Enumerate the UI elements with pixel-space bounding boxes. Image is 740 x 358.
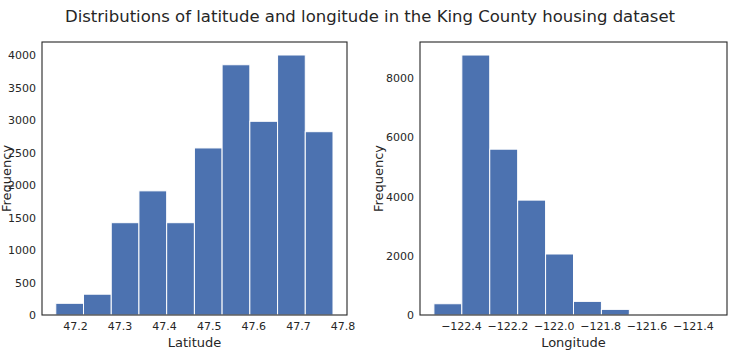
y-tick-label: 3500 [8,82,36,95]
y-tick-label: 8000 [386,72,414,85]
axes: 47.2 47.3 47.4 47.5 47.6 47.7 47.8 0 500 1000 1500… [0,42,355,350]
bars [56,55,333,315]
y-tick-label: 6000 [386,131,414,144]
axes: −122.4 −122.2 −122.0 −121.8 −121.6 −121.4 0 200… [371,42,727,350]
histogram-bar [462,55,490,315]
histogram-bar [490,149,518,315]
y-axis-label: Frequency [0,145,14,212]
histogram-bar [601,309,629,315]
x-tick-label: −121.4 [673,320,714,333]
y-tick-label: 3000 [8,114,36,127]
x-tick-label: 47.8 [331,320,356,333]
histogram-bar [194,148,222,315]
x-axis-label: Latitude [168,335,222,350]
y-tick-label: 4000 [386,191,414,204]
histogram-bar [574,301,602,315]
y-tick-label: 0 [407,309,414,322]
x-tick-label: 47.7 [286,320,311,333]
y-tick-label: 500 [15,277,36,290]
x-tick-label: 47.2 [63,320,88,333]
histogram-bar [56,303,84,315]
x-tick-label: 47.6 [242,320,267,333]
y-tick-label: 4000 [8,49,36,62]
bars [434,55,713,315]
x-axis-label: Longitude [541,335,606,350]
histogram-bar [167,223,195,315]
figure-title: Distributions of latitude and longitude … [65,7,676,26]
x-tick-label: −121.6 [627,320,668,333]
x-tick-label: 47.5 [197,320,222,333]
x-tick-label: −122.0 [534,320,575,333]
histogram-bar [434,304,462,315]
x-tick-label: 47.3 [108,320,133,333]
histogram-bar [222,65,250,315]
y-tick-label: 1000 [8,244,36,257]
histogram-bar [139,191,167,315]
y-axis-label: Frequency [371,145,386,212]
histogram-bar [305,132,333,315]
y-tick-label: 1500 [8,212,36,225]
histogram-bar [111,223,139,315]
histogram-bar [518,200,546,315]
histogram-bar [250,121,278,315]
x-tick-label: −122.2 [488,320,529,333]
x-tick-label: −121.8 [580,320,621,333]
y-tick-label: 0 [29,309,36,322]
histogram-bar [278,55,306,315]
y-tick-label: 2000 [386,250,414,263]
figure: Distributions of latitude and longitude … [0,0,740,358]
histogram-bar [84,294,112,315]
x-tick-label: −122.4 [441,320,482,333]
axes-frame [420,42,727,315]
histogram-bar [546,254,574,315]
x-tick-label: 47.4 [152,320,177,333]
axes-frame [42,42,347,315]
